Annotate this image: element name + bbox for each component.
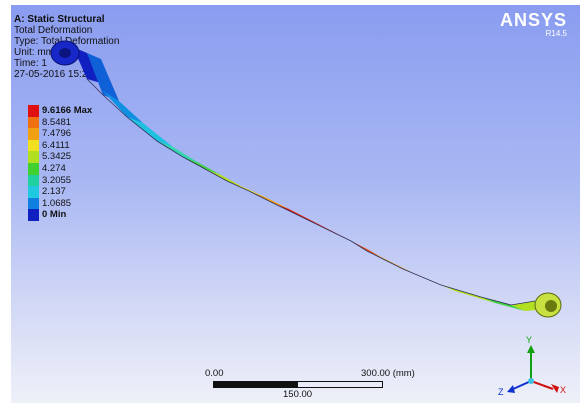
- legend-label: 0 Min: [42, 209, 67, 221]
- model-scene[interactable]: Y X Z: [11, 5, 580, 403]
- triad-z-axis: [510, 380, 532, 391]
- legend-swatch: [28, 139, 39, 152]
- result-timestamp: 27-05-2016 15:26: [14, 69, 93, 80]
- legend-label: 3.2055: [42, 174, 72, 186]
- legend-swatch: [28, 151, 39, 163]
- spring-band-6: [205, 169, 243, 187]
- spring-band-0: [73, 47, 101, 83]
- spring-band-10: [351, 241, 381, 257]
- result-time: Time: 1: [14, 58, 47, 69]
- scale-mid-label: 150.00: [283, 389, 313, 400]
- coordinate-triad[interactable]: Y X Z: [498, 335, 566, 397]
- spring-band-8: [249, 191, 289, 209]
- legend-swatch: [28, 174, 39, 187]
- spring-band-3: [127, 117, 173, 147]
- analysis-title: A: Static Structural: [14, 14, 105, 25]
- legend-label: 6.4111: [42, 139, 70, 151]
- result-unit: Unit: mm: [14, 47, 54, 58]
- triad-x-axis: [530, 380, 554, 390]
- legend-label: 8.5481: [42, 116, 72, 128]
- left-eye-hole: [59, 48, 71, 58]
- legend-swatch: [28, 162, 39, 175]
- left-eye[interactable]: [50, 40, 80, 66]
- ansys-logo-text: ANSYS: [499, 10, 567, 30]
- result-name: Total Deformation: [14, 25, 93, 36]
- legend-swatch: [28, 128, 39, 140]
- graphics-viewport[interactable]: A: Static Structural Total Deformation T…: [11, 5, 580, 403]
- spring-band-13: [441, 285, 495, 303]
- spring-band-2: [103, 91, 143, 123]
- legend-label: 5.3425: [42, 151, 72, 163]
- ansys-version: R14.5: [545, 29, 567, 38]
- spring-band-1: [87, 53, 119, 101]
- legend-label: 2.137: [42, 186, 66, 198]
- spring-band-4: [157, 141, 199, 163]
- ansys-logo: ANSYS R14.5: [500, 11, 567, 39]
- scale-right-label: 300.00 (mm): [361, 368, 415, 379]
- legend-label: 4.274: [42, 162, 66, 174]
- legend-swatch: [28, 197, 39, 210]
- legend-swatch: [28, 116, 39, 129]
- legend-swatch: [28, 186, 39, 198]
- right-eye[interactable]: [534, 292, 562, 318]
- legend-label: 9.6166 Max: [42, 105, 93, 116]
- scale-bar-fill: [214, 382, 298, 387]
- triad-y-arrow: [527, 345, 535, 353]
- legend-label: 7.4796: [42, 128, 72, 140]
- legend-swatch: [28, 105, 39, 117]
- leaf-spring[interactable]: [73, 47, 547, 311]
- triad-origin: [528, 378, 534, 384]
- scale-left-label: 0.00: [205, 368, 224, 379]
- legend-label: 1.0685: [42, 197, 72, 209]
- scale-bar: 0.00 300.00 (mm) 150.00: [205, 366, 415, 400]
- triad-z-label: Z: [498, 387, 504, 397]
- scale-bar-graphic: [213, 381, 383, 388]
- spring-edge: [86, 78, 536, 306]
- right-eye-hole: [545, 300, 557, 312]
- triad-z-arrow: [507, 385, 515, 393]
- spring-band-14: [481, 297, 525, 311]
- triad-y-label: Y: [526, 335, 532, 345]
- triad-x-arrow: [551, 384, 559, 393]
- triad-x-label: X: [560, 385, 566, 395]
- legend-swatch: [28, 209, 39, 221]
- spring-band-5: [183, 157, 221, 175]
